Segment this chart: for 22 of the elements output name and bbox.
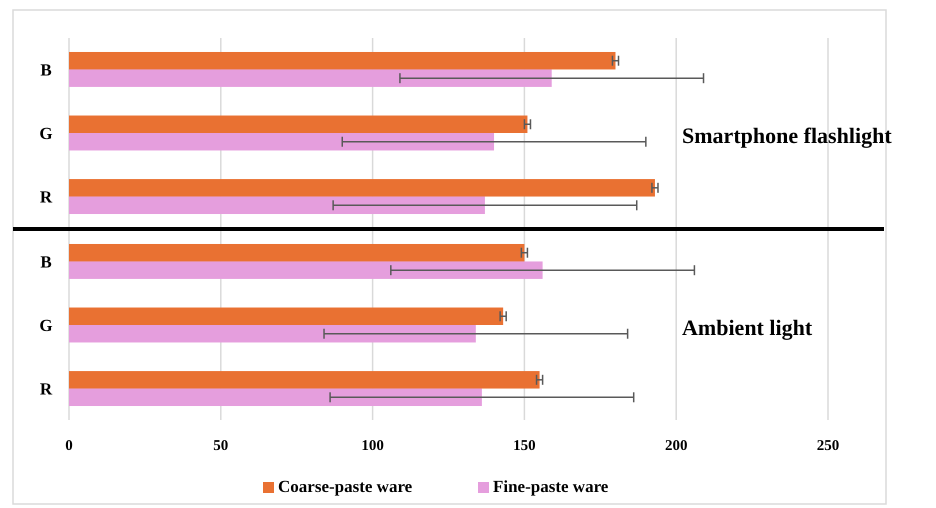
bar [69,133,494,150]
y-tick-label: R [40,187,53,206]
y-tick-label: G [39,124,53,143]
annotation: Ambient light [682,315,813,340]
x-tick-label: 100 [361,438,384,454]
y-tick-label: R [40,379,53,398]
y-tick-label: B [40,252,52,272]
bar [69,52,616,70]
legend-label: Coarse-paste ware [278,477,413,496]
legend-label: Fine-paste ware [493,477,609,496]
x-tick-label: 0 [65,438,73,454]
bar [69,179,655,197]
annotation: Smartphone flashlight [682,123,892,148]
x-tick-label: 150 [513,438,536,454]
y-tick-label: B [40,60,52,80]
y-tick-label: G [39,316,53,335]
x-tick-label: 250 [816,438,840,454]
x-tick-label: 50 [213,438,228,454]
bar [69,116,528,133]
x-tick-label: 200 [664,438,688,454]
bar [69,69,552,87]
bar [69,196,485,214]
